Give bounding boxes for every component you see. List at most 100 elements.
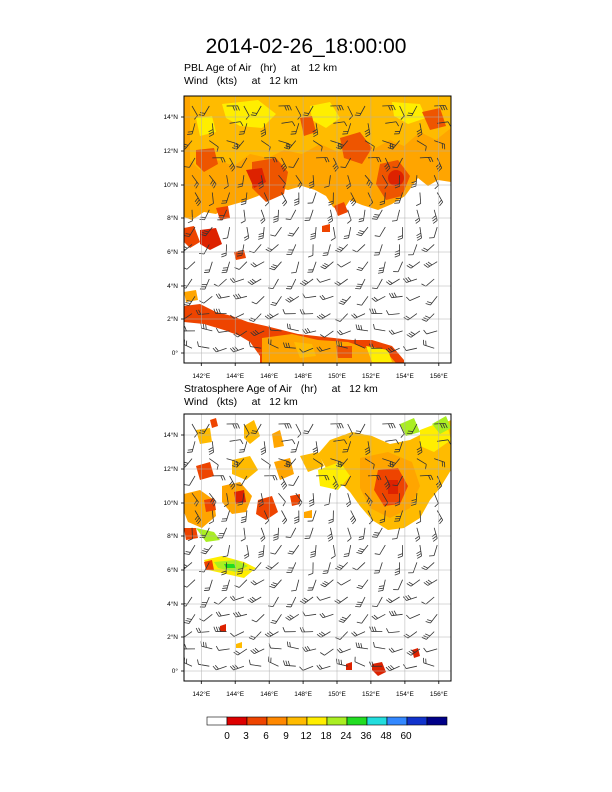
wind-barb-feather [240, 538, 246, 542]
wind-barb-feather [271, 302, 277, 304]
lon-label: 148°E [294, 690, 312, 698]
wind-barb-feather [417, 449, 422, 453]
wind-barb-feather [200, 234, 206, 237]
wind-barb [382, 423, 394, 425]
wind-barb [253, 631, 262, 640]
wind-barb-feather [388, 611, 393, 616]
wind-barb [360, 226, 369, 237]
wind-barb [333, 121, 345, 124]
wind-barb [406, 278, 418, 283]
wind-barb-feather [322, 582, 328, 586]
wind-barb-feather [250, 114, 256, 116]
colorbar-label: 6 [263, 731, 269, 742]
wind-barb [281, 475, 287, 486]
wind-barb-feather [356, 621, 362, 624]
wind-barb-feather [233, 145, 239, 148]
wind-barb-feather [416, 129, 422, 133]
wind-barb-feather [247, 599, 252, 603]
wind-barb [302, 347, 314, 353]
wind-barb-feather [197, 341, 199, 347]
wind-barb-feather [394, 255, 400, 258]
wind-barb-feather [258, 503, 264, 508]
wind-barb-feather [284, 423, 287, 429]
wind-barb-feather [310, 235, 316, 238]
wind-barb-feather [428, 475, 431, 481]
wind-barb-feather [267, 565, 273, 569]
wind-barb-feather [358, 324, 360, 330]
wind-barb-feather [184, 166, 190, 168]
wind-barb [361, 614, 369, 624]
wind-barb [188, 544, 196, 555]
wind-barb-feather [284, 105, 287, 111]
wind-barb-feather [179, 635, 183, 638]
wind-barb-feather [294, 198, 300, 201]
wind-barb [218, 278, 227, 287]
wind-barb-feather [414, 217, 420, 222]
lat-label: 12°N [163, 147, 178, 155]
wind-barb [419, 545, 422, 557]
wind-barb-feather [285, 218, 291, 220]
wind-barb-feather [320, 652, 325, 656]
wind-barb-feather [203, 548, 209, 551]
wind-barb-feather [356, 586, 362, 589]
wind-barb [281, 439, 293, 442]
wind-barb-feather [337, 145, 343, 148]
wind-barb [189, 157, 196, 168]
wind-barb [191, 123, 196, 135]
colorbar-box [366, 716, 388, 726]
wind-barb-feather [378, 157, 382, 163]
wind-barb-feather [302, 309, 305, 315]
wind-barb [398, 510, 403, 522]
wind-barb-feather [377, 272, 384, 274]
wind-barb-feather [236, 484, 242, 486]
wind-barb [312, 458, 323, 465]
wind-barb-feather [310, 232, 316, 235]
colorbar-label: 3 [243, 731, 249, 742]
wind-barb-feather [241, 516, 247, 519]
wind-barb [398, 192, 403, 204]
wind-barb-feather [184, 304, 190, 306]
wind-barb-feather [387, 347, 393, 353]
wind-barb [209, 458, 219, 466]
wind-barb [436, 510, 444, 521]
wind-barb-feather [393, 292, 397, 298]
wind-barb-feather [353, 313, 358, 318]
wind-barb-feather [287, 660, 291, 666]
wind-barb [289, 613, 300, 621]
wind-barb-feather [371, 536, 378, 538]
wind-barb [423, 344, 435, 349]
wind-barb [186, 261, 196, 270]
colorbar-label: 48 [380, 731, 392, 742]
wind-barb [263, 510, 270, 521]
wind-barb [406, 347, 417, 351]
wind-barb [397, 157, 403, 168]
wind-barb-feather [439, 201, 443, 207]
wind-barb [361, 579, 369, 589]
wind-barb-feather [270, 622, 276, 624]
wind-barb [272, 278, 279, 289]
wind-barb [260, 175, 264, 187]
wind-barb [208, 492, 217, 503]
wind-barb-feather [235, 332, 241, 337]
wind-barb-feather [376, 475, 379, 481]
wind-barb [433, 209, 438, 221]
lon-label: 142°E [192, 690, 210, 698]
wind-barb-feather [397, 235, 403, 238]
wind-barb [319, 347, 331, 352]
wind-barb-feather [197, 201, 201, 207]
wind-barb [340, 140, 349, 150]
wind-barb [340, 330, 351, 336]
wind-barb [274, 544, 282, 555]
wind-barb-feather [250, 432, 256, 434]
wind-barb [382, 261, 386, 273]
colorbar-boxes [206, 716, 448, 726]
wind-barb [237, 330, 248, 338]
wind-barb [254, 648, 265, 655]
wind-barb-feather [273, 533, 279, 536]
wind-barb [347, 105, 353, 117]
wind-barb [330, 209, 334, 221]
wind-barb-feather [208, 133, 214, 137]
wind-barb-feather [248, 637, 254, 640]
wind-barb-feather [235, 612, 239, 617]
wind-barb [338, 596, 348, 604]
